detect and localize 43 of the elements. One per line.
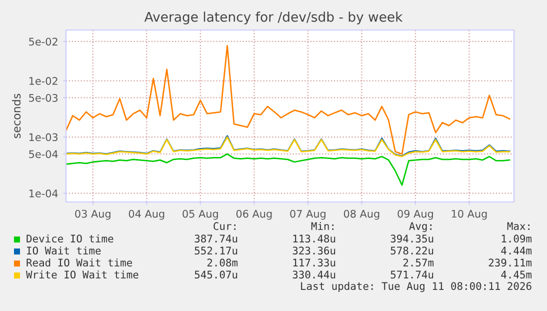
y-tick-label: 1e-03 (29, 133, 58, 142)
text: 1.09m (502, 234, 532, 243)
text: Last update: Tue Aug 11 08:00:11 2026 (301, 282, 532, 292)
x-tick-label: 07 Aug (290, 210, 326, 220)
text: 323.36u (292, 246, 336, 255)
y-tick-label: 1e-04 (29, 190, 58, 198)
legend-label: Device IO time (26, 234, 114, 243)
text: 545.07u (194, 270, 238, 279)
text: 4.45m (501, 270, 532, 279)
text: Cur: (214, 222, 236, 230)
x-tick-label: 03 Aug (75, 210, 110, 220)
y-tick-label: 5e-04 (29, 150, 58, 158)
text: 394.35u (390, 234, 434, 243)
y-axis-title: seconds (12, 94, 21, 138)
text: 4.44m (501, 246, 532, 254)
x-tick-label: 10 Aug (452, 210, 487, 220)
text: 2.57m (403, 258, 434, 267)
text: 2.08m (207, 258, 238, 267)
legend-label: Write IO Wait time (26, 270, 138, 279)
legend-label: Read IO Wait time (26, 258, 132, 267)
text: 330.44u (292, 270, 336, 279)
text: Avg: (409, 222, 432, 232)
text: 117.33u (293, 258, 336, 267)
x-tick-label: 08 Aug (344, 210, 380, 220)
y-tick-label: 1e-02 (29, 77, 58, 85)
legend-label: IO Wait time (27, 246, 101, 255)
text: 113.48u (293, 234, 336, 243)
text: Min: (311, 222, 334, 230)
text: 571.74u (390, 270, 434, 279)
text: 239.11m (488, 258, 532, 267)
text: Max: (507, 222, 530, 230)
text: 552.17u (194, 246, 238, 255)
chart-title: Average latency for /dev/sdb - by week (144, 12, 403, 24)
x-tick-label: 09 Aug (398, 210, 433, 220)
line-series (66, 45, 510, 155)
x-tick-label: 05 Aug (182, 210, 218, 220)
line-series (66, 153, 510, 186)
x-tick-label: 06 Aug (236, 210, 272, 220)
y-tick-label: 5e-03 (29, 94, 58, 102)
text: 578.22u (390, 246, 434, 255)
y-tick-label: 5e-02 (29, 38, 58, 46)
x-tick-label: 04 Aug (128, 210, 164, 220)
text: 387.74u (194, 234, 238, 243)
